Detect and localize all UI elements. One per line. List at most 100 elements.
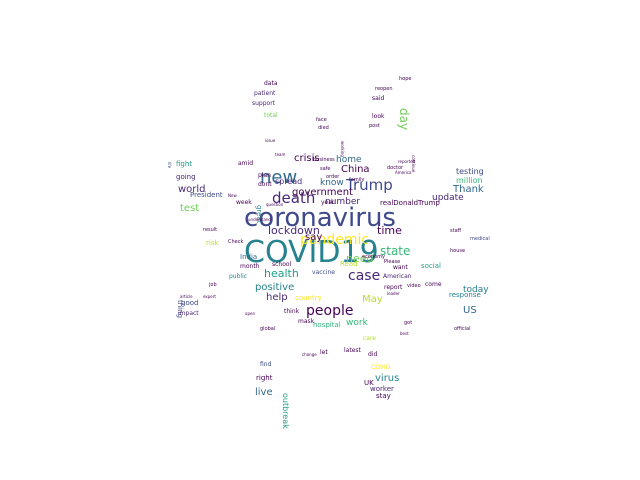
word-america: America [395,170,412,175]
word-may: May [362,294,383,305]
word-come: come [425,281,442,288]
word-best: best [400,331,409,336]
word-leader: leader [387,291,400,296]
word-live: live [255,387,273,398]
word-trump: Trump [345,176,393,194]
word-year: year [321,199,335,206]
word-coronavirus: coronavirus [244,203,396,233]
word-care: care [363,335,376,342]
word-data: data [264,80,278,87]
word-dont: dont [258,181,272,188]
word-house: house [450,248,465,254]
word-update: update [432,193,464,203]
word-response: response [449,291,481,299]
word-got: got [404,320,412,326]
word-stay: stay [376,392,391,400]
word-total: total [264,112,278,119]
word-think: think [284,308,300,315]
word-million: million [456,176,483,185]
word-look: look [372,113,385,120]
word-please: Please [384,259,400,265]
word-virus: virus [375,373,399,384]
word-hope: hope [399,76,411,82]
word-new: new [260,167,297,188]
word-staff: staff [450,228,462,234]
word-safe: safe [320,166,331,172]
word-risk: risk [206,239,219,247]
word-medical: medical [470,236,490,242]
word-government: government [292,187,353,198]
word-working: working [340,141,345,157]
word-lockdown: lockdown [268,224,320,237]
word-change: change [302,352,317,357]
word-issue: issue [265,138,276,143]
word-good: good [181,299,198,307]
word-president: President [190,191,223,199]
word-read: Read [340,260,358,268]
word-test: test [180,203,199,214]
word-doctor: doctor [387,165,404,171]
word-china: China [341,164,370,175]
word-question: question [266,202,284,207]
word-new: New [228,193,237,198]
word-expert: expert [203,294,216,299]
word-us: US [463,305,477,316]
word-hospital: hospital [313,321,341,329]
word-know: know [320,178,344,188]
word-find: find [260,361,272,368]
word-did: did [368,351,377,358]
word-help: help [266,292,288,303]
word-vaccine: vaccine [312,269,335,276]
word-case: case [348,268,380,284]
word-covid: COVID [371,364,391,371]
word-want: want [393,264,408,271]
word-public: public [229,273,247,280]
word-fight: fight [176,160,192,168]
word-let: let [320,349,328,356]
word-india: India [240,253,257,261]
word-work: work [346,318,369,328]
word-positive: positive [255,282,294,293]
word-worker: worker [370,385,394,393]
word-country: country [295,294,322,302]
word-spread: spread [275,177,302,186]
word-said: said [372,95,384,102]
word-impact: impact [178,310,199,317]
word-number: number [325,197,360,207]
word-economy: economy [362,254,385,260]
word-team: team [275,152,285,157]
word-support: support [252,100,276,107]
word-amid: amid [238,160,253,167]
word-reported: reported [398,159,416,164]
word-reopen: reopen [375,86,393,92]
word-right: right [256,374,273,382]
word-world: world [178,184,206,195]
word-week: week [236,199,252,206]
word-article: article [180,294,193,299]
word-latest: latest [344,347,362,354]
word-testing: testing [456,167,484,176]
word-today: today [463,285,489,295]
word-state: state [380,244,410,258]
word-business: business [313,157,335,163]
word-post: post [369,123,380,129]
word-covid19: COVID19 [244,235,379,270]
word-global: global [260,326,275,332]
word-day: day [397,108,411,130]
word-home: home [336,155,362,165]
word-american: American [383,273,412,280]
word-going: going [176,173,196,181]
word-month: month [240,263,260,270]
word-died: died [318,125,329,131]
word-realdonaldtrump: realDonaldTrump [380,199,440,207]
word-official: official [454,326,470,332]
word-video: video [407,283,421,289]
word-life: life [167,162,172,169]
word-check: Check [228,239,243,245]
word-time: time [377,224,402,237]
word-result: result [203,227,217,233]
word-plan: plan [258,172,271,179]
word-family: family [349,177,364,183]
word-continue: continue [411,155,416,173]
